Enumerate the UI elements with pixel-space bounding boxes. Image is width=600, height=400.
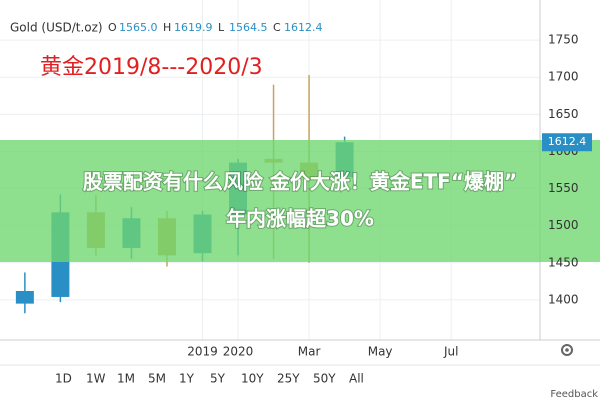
last-price-label: 1612.4 — [548, 135, 587, 148]
ohlc-key: H — [163, 21, 171, 34]
last-price-tag — [542, 133, 592, 152]
range-button[interactable]: 5M — [148, 372, 166, 386]
gear-center — [565, 348, 569, 352]
x-tick-label: Jul — [443, 345, 458, 359]
x-tick-label: 2019 — [187, 345, 218, 359]
range-button[interactable]: 1Y — [179, 372, 195, 386]
range-button[interactable]: All — [349, 372, 364, 386]
x-tick-label: Mar — [298, 345, 321, 359]
y-tick-label: 1700 — [548, 70, 579, 84]
range-button[interactable]: 25Y — [277, 372, 300, 386]
ohlc-value: 1564.5 — [229, 21, 268, 34]
banner-line: 股票配资有什么风险 金价大涨！黄金ETF“爆棚” — [83, 170, 517, 194]
legend: Gold (USD/t.oz) O 1565.0 H 1619.9 L 1564.5 C 16… — [10, 21, 323, 35]
ohlc-value: 1612.4 — [284, 21, 323, 34]
annotation: 黄金2019/8---2020/3 — [40, 55, 263, 80]
range-button[interactable]: 10Y — [241, 372, 264, 386]
ohlc-key: L — [218, 21, 225, 34]
feedback[interactable]: Feedback — [550, 389, 598, 400]
y-tick-label: 1750 — [548, 33, 579, 47]
range-button[interactable]: 50Y — [313, 372, 336, 386]
settings-icon[interactable] — [561, 344, 573, 356]
y-tick-label: 1400 — [548, 292, 579, 306]
range-button[interactable]: 1M — [117, 372, 135, 386]
ohlc-key: O — [108, 21, 117, 34]
ohlc-value: 1565.0 — [119, 21, 158, 34]
symbol: Gold (USD/t.oz) — [10, 21, 103, 35]
range-button[interactable]: 1W — [86, 372, 106, 386]
banner — [0, 140, 600, 262]
gear — [561, 344, 573, 356]
y-tick-label: 1450 — [548, 255, 579, 269]
x-tick-label: 2020 — [223, 345, 254, 359]
ohlc-key: C — [273, 21, 281, 34]
range-button[interactable]: 1D — [55, 372, 72, 386]
y-tick-label: 1500 — [548, 218, 579, 232]
candle-body — [15, 291, 34, 304]
range-button[interactable]: 5Y — [210, 372, 226, 386]
y-tick-label: 1550 — [548, 181, 579, 195]
banner-line: 年内涨幅超30% — [226, 207, 374, 231]
y-tick-label: 1650 — [548, 107, 579, 121]
ohlc-value: 1619.9 — [174, 21, 213, 34]
x-tick-label: May — [368, 345, 393, 359]
